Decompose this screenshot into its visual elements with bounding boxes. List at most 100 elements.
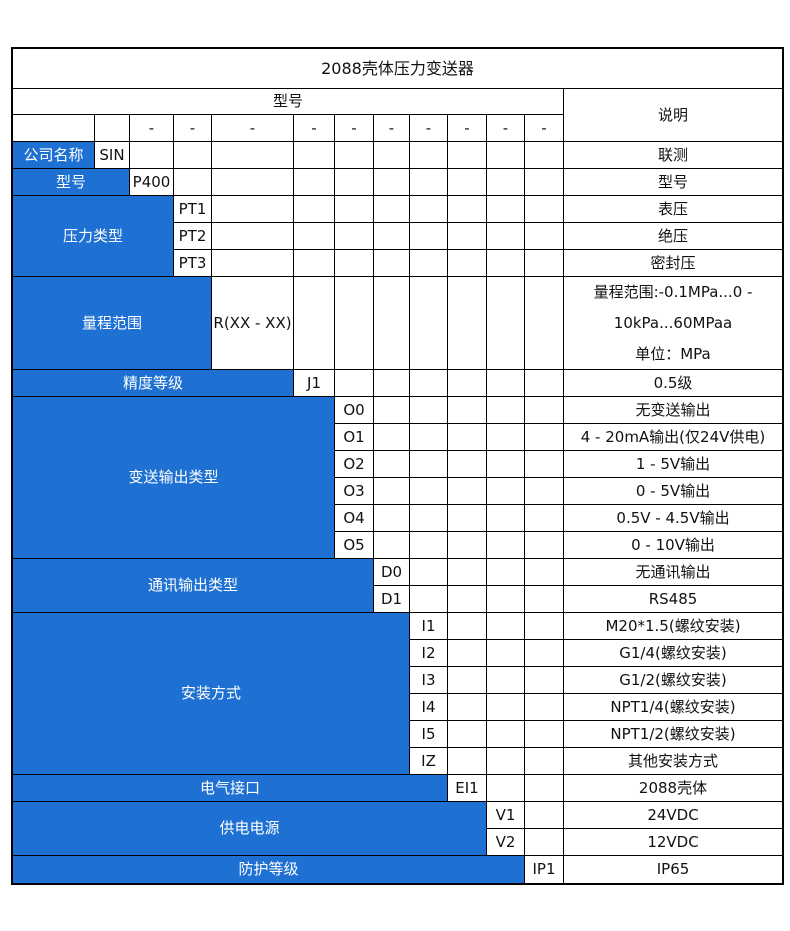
empty-cell	[487, 424, 525, 451]
empty-cell	[448, 196, 487, 223]
group-label: 压力类型	[13, 196, 174, 277]
empty-cell	[487, 196, 525, 223]
empty-cell	[487, 559, 525, 586]
option-description-cell: 密封压	[564, 250, 782, 277]
separator-cell: -	[374, 115, 410, 142]
empty-cell	[525, 169, 564, 196]
empty-cell	[487, 370, 525, 397]
separator-cell: -	[448, 115, 487, 142]
empty-cell	[174, 169, 212, 196]
empty-cell	[374, 424, 410, 451]
empty-cell	[374, 505, 410, 532]
option-description-cell: 无变送输出	[564, 397, 782, 424]
empty-cell	[448, 142, 487, 169]
empty-cell	[525, 586, 564, 613]
empty-cell	[410, 277, 448, 370]
group-label: 变送输出类型	[13, 397, 335, 559]
empty-cell	[448, 586, 487, 613]
empty-cell	[487, 505, 525, 532]
empty-cell	[525, 196, 564, 223]
empty-cell	[487, 640, 525, 667]
option-description-cell: NPT1/2(螺纹安装)	[564, 721, 782, 748]
empty-cell	[525, 451, 564, 478]
option-code-cell: O3	[335, 478, 374, 505]
empty-cell	[410, 142, 448, 169]
empty-cell	[448, 169, 487, 196]
empty-cell	[294, 196, 335, 223]
empty-cell	[487, 613, 525, 640]
separator-cell: -	[410, 115, 448, 142]
empty-cell	[294, 169, 335, 196]
empty-cell	[525, 532, 564, 559]
empty-cell	[410, 250, 448, 277]
empty-cell	[335, 142, 374, 169]
empty-cell	[95, 115, 130, 142]
empty-cell	[448, 223, 487, 250]
empty-cell	[448, 532, 487, 559]
empty-cell	[448, 667, 487, 694]
option-description-cell: 12VDC	[564, 829, 782, 856]
group-label: 型号	[13, 169, 130, 196]
option-code-cell: IP1	[525, 856, 564, 883]
option-description-cell: 0.5V - 4.5V输出	[564, 505, 782, 532]
empty-cell	[410, 586, 448, 613]
empty-cell	[448, 370, 487, 397]
option-description-cell: 0.5级	[564, 370, 782, 397]
empty-cell	[374, 370, 410, 397]
table-title: 2088壳体压力变送器	[13, 49, 782, 89]
empty-cell	[410, 223, 448, 250]
empty-cell	[374, 142, 410, 169]
empty-cell	[374, 250, 410, 277]
option-code-cell: D1	[374, 586, 410, 613]
empty-cell	[410, 397, 448, 424]
option-description-cell: 2088壳体	[564, 775, 782, 802]
empty-cell	[525, 250, 564, 277]
empty-cell	[130, 142, 174, 169]
empty-cell	[410, 559, 448, 586]
option-code-cell: D0	[374, 559, 410, 586]
option-description-cell: 型号	[564, 169, 782, 196]
empty-cell	[525, 478, 564, 505]
option-code-cell: PT2	[174, 223, 212, 250]
empty-cell	[525, 748, 564, 775]
empty-cell	[212, 250, 294, 277]
group-label: 精度等级	[13, 370, 294, 397]
empty-cell	[448, 694, 487, 721]
option-description-cell: G1/2(螺纹安装)	[564, 667, 782, 694]
empty-cell	[294, 223, 335, 250]
empty-cell	[410, 169, 448, 196]
option-code-cell: J1	[294, 370, 335, 397]
empty-cell	[13, 115, 95, 142]
empty-cell	[448, 505, 487, 532]
empty-cell	[212, 223, 294, 250]
option-description-cell: G1/4(螺纹安装)	[564, 640, 782, 667]
empty-cell	[374, 532, 410, 559]
empty-cell	[487, 586, 525, 613]
empty-cell	[525, 667, 564, 694]
empty-cell	[487, 277, 525, 370]
empty-cell	[212, 196, 294, 223]
empty-cell	[410, 505, 448, 532]
separator-cell: -	[294, 115, 335, 142]
empty-cell	[374, 277, 410, 370]
empty-cell	[410, 451, 448, 478]
option-description-cell: IP65	[564, 856, 782, 883]
empty-cell	[525, 613, 564, 640]
option-code-cell: V1	[487, 802, 525, 829]
group-label: 电气接口	[13, 775, 448, 802]
option-code-cell: IZ	[410, 748, 448, 775]
empty-cell	[525, 397, 564, 424]
empty-cell	[294, 277, 335, 370]
empty-cell	[448, 451, 487, 478]
option-description-cell: 绝压	[564, 223, 782, 250]
empty-cell	[487, 694, 525, 721]
empty-cell	[448, 559, 487, 586]
option-description-cell: 联测	[564, 142, 782, 169]
empty-cell	[335, 196, 374, 223]
group-label: 安装方式	[13, 613, 410, 775]
empty-cell	[487, 451, 525, 478]
option-code-cell: I5	[410, 721, 448, 748]
empty-cell	[525, 559, 564, 586]
empty-cell	[335, 250, 374, 277]
option-code-cell: O2	[335, 451, 374, 478]
